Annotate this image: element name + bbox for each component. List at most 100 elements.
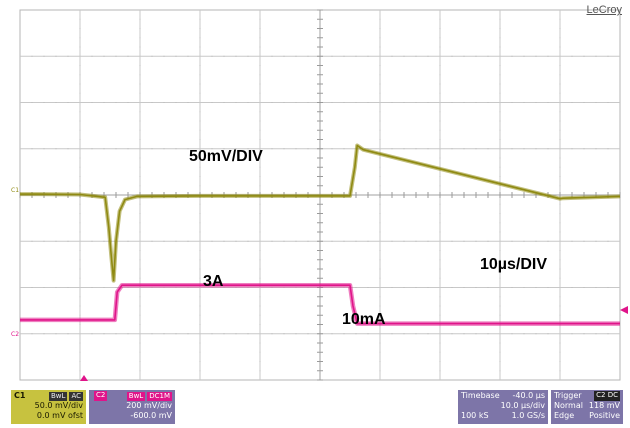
grid-dot bbox=[379, 296, 381, 298]
grid-dot bbox=[199, 65, 201, 66]
grid-dot bbox=[331, 333, 333, 335]
grid-dot bbox=[307, 240, 309, 242]
grid-dot bbox=[79, 213, 81, 214]
trigger-level-marker[interactable] bbox=[620, 306, 628, 314]
trigger-position-marker[interactable] bbox=[80, 375, 88, 381]
grid-dot bbox=[451, 287, 453, 288]
grid-dot bbox=[259, 92, 261, 94]
grid-dot bbox=[259, 296, 261, 298]
grid-dot bbox=[559, 166, 561, 168]
grid-dot bbox=[559, 92, 561, 94]
grid-dot bbox=[391, 333, 393, 335]
grid-dot bbox=[403, 333, 405, 335]
grid-dot bbox=[391, 102, 393, 103]
grid-dot bbox=[499, 37, 501, 39]
grid-dot bbox=[439, 176, 441, 177]
grid-dot bbox=[127, 287, 129, 288]
grid-dot bbox=[379, 351, 381, 353]
grid-dot bbox=[439, 65, 441, 66]
grid-dot bbox=[379, 139, 381, 140]
grid-dot bbox=[199, 129, 201, 131]
timebase-panel[interactable]: Timebase -40.0 µs 10.0 µs/div 100 kS 1.0… bbox=[458, 390, 548, 424]
trigger-panel[interactable]: Trigger C2 DC Normal 118 mV Edge Positiv… bbox=[551, 390, 623, 424]
grid-dot bbox=[379, 176, 381, 177]
grid-dot bbox=[139, 361, 141, 362]
grid-dot bbox=[379, 18, 381, 20]
grid-dot bbox=[115, 148, 117, 150]
grid-dot bbox=[379, 222, 381, 224]
grid-dot bbox=[259, 129, 261, 131]
grid-dot bbox=[103, 333, 105, 335]
grid-dot bbox=[79, 176, 81, 177]
grid-dot bbox=[499, 83, 501, 85]
grid-dot bbox=[439, 120, 441, 122]
grid-dot bbox=[415, 240, 417, 242]
annotation-low-current: 10mA bbox=[342, 311, 386, 328]
grid-dot bbox=[211, 240, 213, 242]
grid-dot bbox=[199, 259, 201, 261]
grid-dot bbox=[91, 102, 93, 103]
grid-dot bbox=[391, 240, 393, 242]
grid-dot bbox=[499, 74, 501, 76]
grid-dot bbox=[139, 314, 141, 316]
grid-dot bbox=[259, 231, 261, 233]
grid-dot bbox=[223, 333, 225, 335]
grid-dot bbox=[151, 102, 153, 103]
grid-dot bbox=[139, 65, 141, 66]
grid-dot bbox=[559, 259, 561, 261]
channel1-offset: 0.0 mV ofst bbox=[36, 411, 83, 420]
grid-dot bbox=[79, 129, 81, 131]
grid-dot bbox=[547, 240, 549, 242]
grid-dot bbox=[283, 333, 285, 335]
grid-dot bbox=[559, 111, 561, 113]
grid-dot bbox=[379, 111, 381, 113]
grid-dot bbox=[91, 55, 93, 57]
grid-dot bbox=[559, 277, 561, 279]
grid-dot bbox=[307, 148, 309, 150]
channel2-panel[interactable]: C2 BwL DC1M 200 mV/div -600.0 mV bbox=[89, 390, 175, 424]
grid-dot bbox=[307, 333, 309, 335]
grid-dot bbox=[259, 185, 261, 187]
grid-dot bbox=[271, 148, 273, 150]
grid-dot bbox=[31, 240, 33, 242]
grid-dot bbox=[307, 287, 309, 288]
grid-dot bbox=[379, 129, 381, 131]
grid-dot bbox=[367, 287, 369, 288]
grid-dot bbox=[259, 111, 261, 113]
grid-dot bbox=[559, 268, 561, 270]
grid-dot bbox=[283, 148, 285, 150]
grid-dot bbox=[475, 333, 477, 335]
grid-dot bbox=[451, 240, 453, 242]
grid-dot bbox=[571, 102, 573, 103]
grid-dot bbox=[379, 28, 381, 29]
grid-dot bbox=[499, 65, 501, 66]
timebase-tdiv: 10.0 µs/div bbox=[500, 401, 545, 410]
trace-c1 bbox=[20, 144, 621, 282]
grid-dot bbox=[259, 305, 261, 307]
grid-dot bbox=[259, 342, 261, 344]
grid-dot bbox=[163, 148, 165, 150]
grid-dot bbox=[79, 324, 81, 325]
grid-dot bbox=[379, 120, 381, 122]
grid-dot bbox=[559, 46, 561, 48]
grid-dot bbox=[559, 129, 561, 131]
grid-dot bbox=[271, 287, 273, 288]
grid-dot bbox=[439, 250, 441, 251]
channel1-panel[interactable]: C1 BwL AC 50.0 mV/div 0.0 mV ofst bbox=[11, 390, 86, 424]
grid-dot bbox=[439, 111, 441, 113]
grid-dot bbox=[607, 287, 609, 288]
grid-dot bbox=[559, 231, 561, 233]
grid-dot bbox=[595, 102, 597, 103]
grid-dot bbox=[259, 222, 261, 224]
grid-dot bbox=[499, 222, 501, 224]
grid-dot bbox=[559, 65, 561, 66]
grid-dot bbox=[439, 157, 441, 159]
grid-dot bbox=[175, 102, 177, 103]
trigger-label: Trigger bbox=[554, 391, 582, 400]
grid-dot bbox=[199, 37, 201, 39]
grid-dot bbox=[439, 92, 441, 94]
grid-dot bbox=[223, 102, 225, 103]
grid-dot bbox=[259, 176, 261, 177]
channel2-vdiv: 200 mV/div bbox=[126, 401, 172, 410]
grid-dot bbox=[103, 148, 105, 150]
